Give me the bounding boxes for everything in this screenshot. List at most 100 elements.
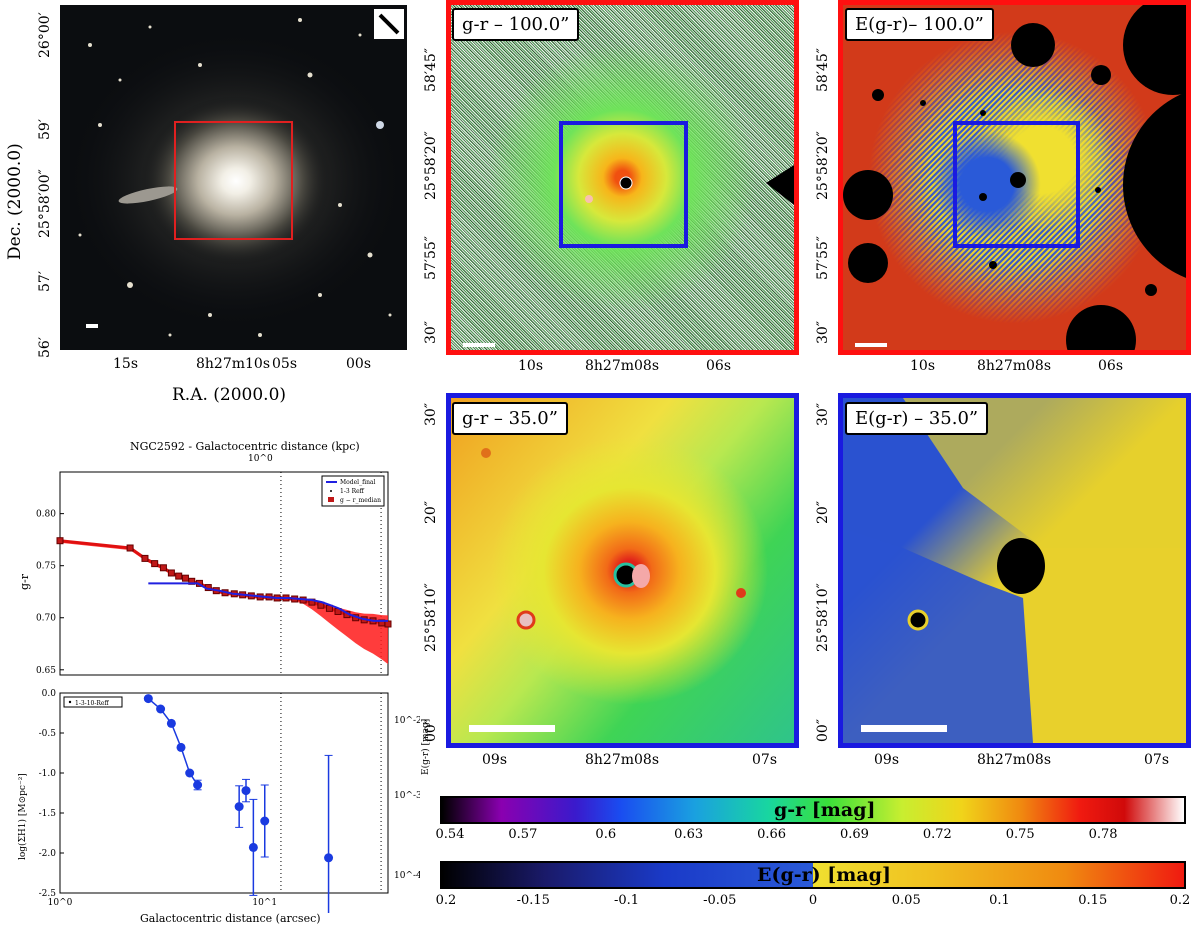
panel-a-y-tick: 26°00′ xyxy=(37,12,53,58)
chart1-error-band xyxy=(60,540,388,665)
chart1-model-line xyxy=(148,582,388,622)
colorbar-tick: 0.75 xyxy=(1005,827,1035,842)
panel-a-x-tick: 05s xyxy=(272,356,297,372)
panel-b-map xyxy=(446,0,799,355)
panel-e-x-tick: 8h27m08s xyxy=(977,752,1052,768)
colorbar-tick: 0.63 xyxy=(674,827,704,842)
panel-a-y-tick: 59′ xyxy=(37,119,53,140)
panel-e-title: E(g-r) – 35.0” xyxy=(845,402,989,435)
chart2-x-label: Galactocentric distance (arcsec) xyxy=(140,912,321,925)
panel-b-x-tick: 06s xyxy=(706,358,731,374)
chart2-legend xyxy=(63,696,123,708)
panel-a-x-tick: 00s xyxy=(346,356,371,372)
chart2-y-tick: 0.0 xyxy=(42,689,57,699)
colorbar-tick: 0.2 xyxy=(435,893,457,908)
chart2-plot: 0.0 -0.5 -1.0 -1.5 -2.0 -2.510^0 10^1 10^-2 10^-… xyxy=(39,689,420,913)
chart1-title: NGC2592 - Galactocentric distance (kpc) xyxy=(130,440,360,453)
chart2-point xyxy=(143,694,153,704)
chart2-y-tick: -2.0 xyxy=(39,849,57,859)
panel-d-title: g-r – 35.0” xyxy=(452,402,568,435)
panel-d-y-tick: 25°58′10″ xyxy=(423,583,439,652)
colorbar-tick: -0.1 xyxy=(613,893,640,908)
chart1-median-point xyxy=(159,564,167,572)
galaxy-image xyxy=(65,9,405,337)
chart2-y-tick: -1.5 xyxy=(39,809,57,819)
chart2-point xyxy=(260,816,270,826)
chart2-y-right-tick: 10^-3 xyxy=(394,791,420,801)
panel-a-x-label: R.A. (2000.0) xyxy=(172,385,287,405)
panel-b-y-tick: 58′45″ xyxy=(423,47,439,92)
colorbar-tick: 0.1 xyxy=(989,893,1010,908)
chart1-y-tick: 0.70 xyxy=(36,614,56,624)
chart2-point xyxy=(193,780,203,790)
colorbar-tick: 0.54 xyxy=(435,827,465,842)
panel-d-x-tick: 8h27m08s xyxy=(585,752,660,768)
chart1-y-tick: 0.65 xyxy=(36,666,56,676)
chart2-legend-entry: 1-3-10-Reff xyxy=(75,700,109,707)
chart2-y-label-right: E(g-r) [mag] xyxy=(421,718,431,775)
chart2-legend-swatch xyxy=(68,700,72,704)
chart2-point xyxy=(324,853,334,863)
chart2-point xyxy=(248,842,258,852)
panel-c-y-tick: 58′45″ xyxy=(815,47,831,92)
chart2-y-right-tick: 10^-4 xyxy=(394,871,420,881)
chart1-median-point xyxy=(56,537,64,545)
panel-a-image xyxy=(60,5,407,350)
chart2-frame xyxy=(59,692,389,894)
chart1-legend-entry: 1-3 Reff xyxy=(340,488,365,495)
colorbar-gr-label: g-r [mag] xyxy=(774,799,876,821)
colorbar-tick: 0.78 xyxy=(1088,827,1118,842)
chart2-y-tick: -1.0 xyxy=(39,769,57,779)
panel-a-y-label: Dec. (2000.0) xyxy=(5,143,25,260)
chart1-median-point xyxy=(126,544,134,552)
panel-b-y-tick: 57′55″ xyxy=(423,235,439,280)
chart2-point xyxy=(241,786,251,796)
chart1-median-point xyxy=(181,574,189,582)
colorbar-tick: -0.05 xyxy=(703,893,737,908)
panel-e-y-tick: 20″ xyxy=(815,500,831,524)
panel-a-x-tick: 8h27m10s xyxy=(196,356,271,372)
panel-c-x-tick: 8h27m08s xyxy=(977,358,1052,374)
panel-c-x-tick: 06s xyxy=(1098,358,1123,374)
panel-d-map xyxy=(446,393,799,748)
chart2-point xyxy=(234,802,244,812)
panel-b-y-tick: 25°58′20″ xyxy=(423,131,439,200)
colorbar-tick: 0.57 xyxy=(508,827,538,842)
panel-e-y-tick: 25°58′10″ xyxy=(815,583,831,652)
colorbar-tick: -0.15 xyxy=(516,893,550,908)
chart2-point xyxy=(176,742,186,752)
panel-b-title: g-r – 100.0” xyxy=(452,8,580,41)
panel-e-map xyxy=(838,393,1191,748)
colorbar-tick: 0.66 xyxy=(757,827,787,842)
panel-b-x-tick: 8h27m08s xyxy=(585,358,660,374)
panel-d-x-tick: 07s xyxy=(752,752,777,768)
panel-a-x-tick: 15s xyxy=(113,356,138,372)
chart1-median-point xyxy=(167,569,175,577)
panel-e-x-tick: 09s xyxy=(874,752,899,768)
chart2-x-tick: 10^1 xyxy=(252,898,277,908)
colorbar-tick: 0.15 xyxy=(1078,893,1108,908)
chart1-legend-entry: Model_final xyxy=(340,479,376,486)
panel-e-y-tick: 30″ xyxy=(815,402,831,426)
chart2-point xyxy=(185,768,195,778)
chart1-median-point xyxy=(175,572,183,580)
chart2-y-tick: -2.5 xyxy=(39,889,57,899)
colorbar-egr: E(g-r) [mag] xyxy=(440,861,1186,889)
chart2-point xyxy=(166,718,176,728)
chart1-legend-swatch xyxy=(328,497,334,502)
chart2-x-tick: 10^0 xyxy=(48,898,73,908)
panel-b-x-tick: 10s xyxy=(518,358,543,374)
panel-a-y-tick: 56′ xyxy=(37,337,53,358)
chart1-median-point xyxy=(384,620,392,628)
panel-e-x-tick: 07s xyxy=(1144,752,1169,768)
chart2-point xyxy=(156,704,166,714)
colorbar-tick: 0.05 xyxy=(891,893,921,908)
chart1-legend-entry: g − r_median xyxy=(340,497,381,504)
panel-c-x-tick: 10s xyxy=(910,358,935,374)
panel-c-y-tick: 57′55″ xyxy=(815,235,831,280)
colorbar-tick: 0.72 xyxy=(922,827,952,842)
chart1-median-point xyxy=(141,554,149,562)
chart1-plot: 0.80 0.75 0.70 0.65 Model_final 1-3 Reff g − r… xyxy=(36,471,392,676)
chart2-y-right-tick: 10^-2 xyxy=(394,716,420,726)
colorbar-egr-label: E(g-r) [mag] xyxy=(757,864,891,886)
